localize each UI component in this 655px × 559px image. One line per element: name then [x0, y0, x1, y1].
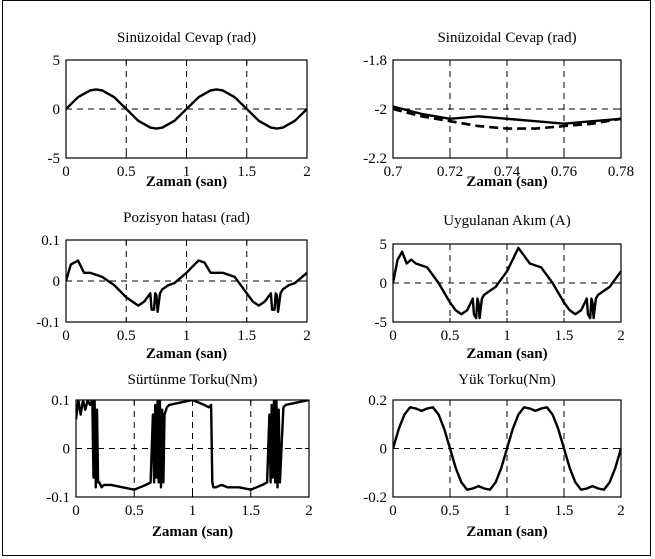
- chart-5-series-line-1: [76, 400, 309, 491]
- chart-2-y-tick-label: -2.2: [363, 151, 387, 167]
- chart-1-series-line-1: [66, 88, 307, 130]
- chart-6-y-tick-label: 0: [380, 442, 388, 458]
- chart-1-y-tick-label: 5: [53, 53, 61, 69]
- chart-2: 0.7 0.72 0.74 0.76 0.78 -2.2 -2 -1.8 Sinüzoidal …: [363, 30, 634, 190]
- chart-6-y-tick-label: -0.2: [363, 490, 387, 506]
- chart-1-x-tick-label: 1: [183, 164, 191, 180]
- chart-2-x-tick-label: 0.78: [608, 164, 634, 180]
- chart-2-y-tick-label: -2: [375, 102, 388, 118]
- chart-4-series-line-1: [393, 246, 621, 320]
- chart-4-title: Uygulanan Akım (A): [443, 213, 570, 229]
- chart-2-x-tick-label: 0.72: [437, 164, 463, 180]
- chart-5-x-axis-label: Zaman (san): [152, 524, 233, 540]
- chart-1-y-tick-label: 0: [53, 102, 61, 118]
- chart-3-x-tick-label: 2: [303, 328, 311, 344]
- chart-5-title: Sürtünme Torku(Nm): [128, 372, 258, 388]
- chart-2-series-line-2: [393, 107, 621, 130]
- chart-3-x-tick-label: 1: [183, 328, 191, 344]
- chart-6-x-tick-label: 2: [617, 503, 625, 519]
- chart-2-x-tick-label: 0.7: [384, 164, 403, 180]
- chart-4-x-tick-label: 0.5: [441, 328, 460, 344]
- chart-6-x-tick-label: 0: [389, 503, 397, 519]
- chart-3-x-tick-label: 0: [62, 328, 70, 344]
- chart-1-y-tick-label: -5: [48, 151, 61, 167]
- chart-4-x-tick-label: 1.5: [555, 328, 574, 344]
- chart-4-y-tick-label: 0: [380, 276, 388, 292]
- chart-2-series-line-1: [393, 105, 621, 125]
- chart-6-x-tick-label: 0.5: [441, 503, 460, 519]
- chart-3-y-tick-label: 0: [53, 274, 61, 290]
- chart-2-x-tick-label: 0.74: [494, 164, 521, 180]
- chart-5-x-tick-label: 1: [189, 503, 197, 519]
- chart-1-title: Sinüzoidal Cevap (rad): [117, 30, 256, 46]
- chart-2-y-tick-label: -1.8: [363, 53, 387, 69]
- chart-4-y-tick-label: 5: [380, 237, 388, 253]
- chart-5-y-tick-label: -0.1: [46, 490, 70, 506]
- chart-5-y-tick-label: 0.1: [51, 393, 70, 409]
- chart-3-y-tick-label: 0.1: [41, 233, 60, 249]
- chart-3-y-tick-label: -0.1: [36, 315, 60, 331]
- chart-3-x-tick-label: 0.5: [117, 328, 136, 344]
- chart-1-x-axis-label: Zaman (san): [146, 174, 227, 190]
- chart-4-x-axis-label: Zaman (san): [466, 346, 547, 362]
- chart-3-series-line-1: [66, 259, 307, 313]
- chart-5-x-tick-label: 1.5: [241, 503, 260, 519]
- chart-4-x-tick-label: 2: [617, 328, 625, 344]
- chart-4-x-tick-label: 1: [503, 328, 511, 344]
- chart-6-x-axis-label: Zaman (san): [466, 524, 547, 540]
- chart-2-title: Sinüzoidal Cevap (rad): [437, 30, 576, 46]
- chart-5-x-tick-label: 2: [305, 503, 313, 519]
- chart-3-title: Pozisyon hatası (rad): [123, 210, 250, 226]
- chart-2-x-axis-label: Zaman (san): [466, 174, 547, 190]
- chart-4-y-tick-label: -5: [375, 315, 388, 331]
- chart-6-y-tick-label: 0.2: [368, 393, 387, 409]
- chart-1-x-tick-label: 0: [62, 164, 70, 180]
- chart-2-x-tick-label: 0.76: [551, 164, 578, 180]
- chart-6-title: Yük Torku(Nm): [458, 372, 555, 388]
- chart-4-x-tick-label: 0: [389, 328, 397, 344]
- chart-5-y-tick-label: 0: [63, 442, 71, 458]
- chart-1-x-tick-label: 2: [303, 164, 311, 180]
- chart-5-x-tick-label: 0: [72, 503, 80, 519]
- chart-6-series-line-1: [393, 406, 621, 491]
- chart-6-x-tick-label: 1.5: [555, 503, 574, 519]
- chart-5-x-tick-label: 0.5: [125, 503, 144, 519]
- chart-3-x-axis-label: Zaman (san): [146, 346, 227, 362]
- chart-6-x-tick-label: 1: [503, 503, 511, 519]
- chart-3-x-tick-label: 1.5: [237, 328, 256, 344]
- chart-1-x-tick-label: 0.5: [117, 164, 136, 180]
- chart-1-x-tick-label: 1.5: [237, 164, 256, 180]
